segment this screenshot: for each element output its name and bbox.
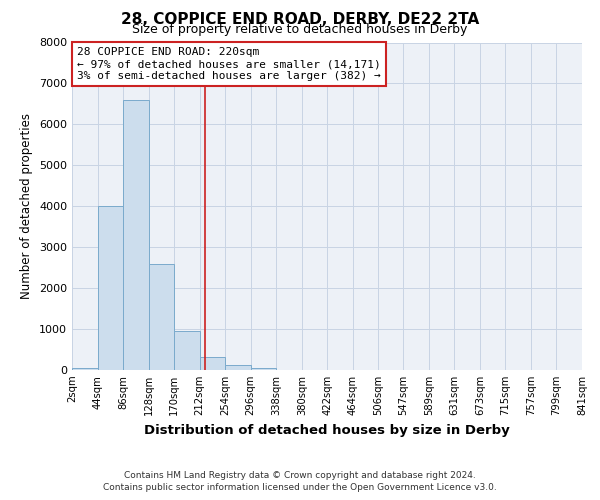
Bar <box>123 100 149 370</box>
Text: Contains HM Land Registry data © Crown copyright and database right 2024.
Contai: Contains HM Land Registry data © Crown c… <box>103 471 497 492</box>
Y-axis label: Number of detached properties: Number of detached properties <box>20 114 34 299</box>
Bar <box>225 365 251 370</box>
Bar <box>98 206 123 370</box>
Text: Size of property relative to detached houses in Derby: Size of property relative to detached ho… <box>133 22 467 36</box>
Bar <box>174 330 200 370</box>
Bar <box>149 264 174 370</box>
Bar <box>72 368 98 370</box>
Text: 28 COPPICE END ROAD: 220sqm
← 97% of detached houses are smaller (14,171)
3% of : 28 COPPICE END ROAD: 220sqm ← 97% of det… <box>77 48 381 80</box>
Text: 28, COPPICE END ROAD, DERBY, DE22 2TA: 28, COPPICE END ROAD, DERBY, DE22 2TA <box>121 12 479 28</box>
X-axis label: Distribution of detached houses by size in Derby: Distribution of detached houses by size … <box>144 424 510 436</box>
Bar <box>251 368 276 370</box>
Bar <box>200 357 225 370</box>
